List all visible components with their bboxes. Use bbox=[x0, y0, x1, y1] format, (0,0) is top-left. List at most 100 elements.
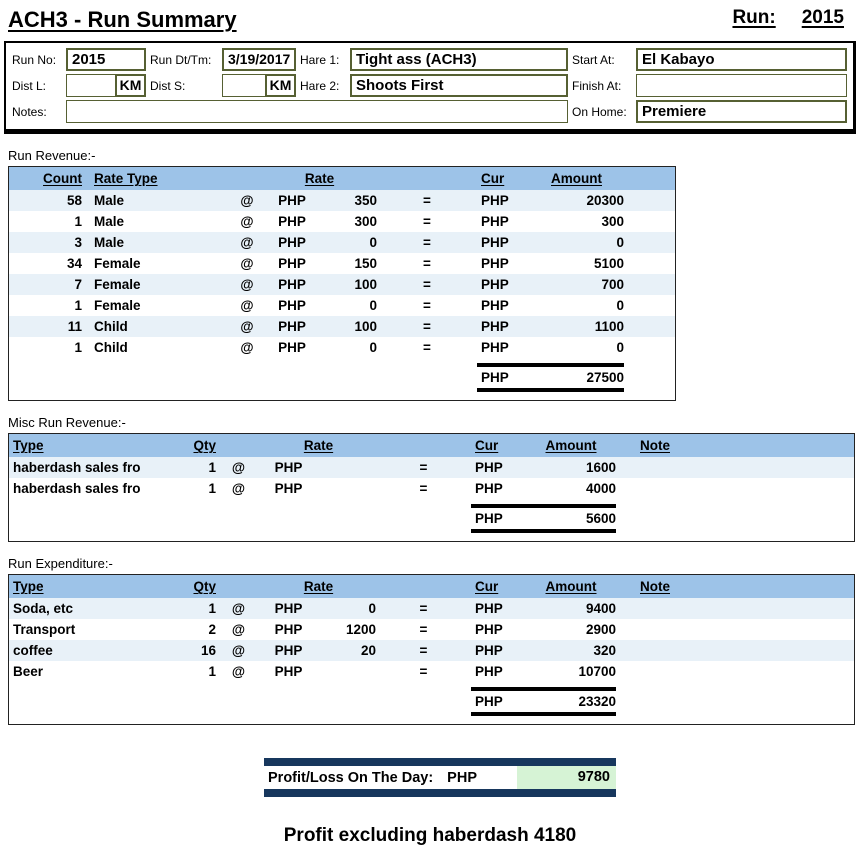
at-cell[interactable]: @ bbox=[240, 319, 254, 334]
type-cell[interactable]: Transport bbox=[13, 622, 76, 637]
type-cell[interactable]: Child bbox=[94, 340, 128, 355]
type-cell[interactable]: Male bbox=[94, 193, 125, 208]
rate-cell[interactable]: 0 bbox=[369, 235, 377, 250]
at-cell[interactable]: @ bbox=[240, 340, 254, 355]
notes-field[interactable] bbox=[66, 100, 568, 123]
qty-cell[interactable]: 1 bbox=[208, 601, 216, 616]
at-cell[interactable]: @ bbox=[231, 622, 246, 637]
count-cell[interactable]: 11 bbox=[67, 319, 82, 334]
eq-cell[interactable]: = bbox=[419, 664, 428, 679]
rate-cell[interactable]: 0 bbox=[368, 601, 376, 616]
eq-cell[interactable]: = bbox=[419, 643, 428, 658]
type-cell[interactable]: haberdash sales fro bbox=[13, 481, 141, 496]
eq-cell[interactable]: = bbox=[423, 319, 431, 334]
rate-cell[interactable]: 20 bbox=[360, 643, 376, 658]
at-cell[interactable]: @ bbox=[240, 298, 254, 313]
eq-cell[interactable]: = bbox=[423, 235, 431, 250]
type-cell[interactable]: Female bbox=[94, 256, 141, 271]
count-cell[interactable]: 34 bbox=[66, 256, 82, 271]
total-amount[interactable]: 5600 bbox=[585, 511, 616, 526]
count-cell[interactable]: 1 bbox=[74, 298, 82, 313]
cur1-cell[interactable]: PHP bbox=[274, 643, 303, 658]
at-cell[interactable]: @ bbox=[231, 601, 246, 616]
finish-at-field[interactable] bbox=[636, 74, 847, 97]
cur1-cell[interactable]: PHP bbox=[274, 664, 303, 679]
cur1-cell[interactable]: PHP bbox=[278, 340, 306, 355]
cur2-cell[interactable]: PHP bbox=[481, 214, 509, 229]
cur2-cell[interactable]: PHP bbox=[475, 481, 503, 496]
eq-cell[interactable]: = bbox=[423, 298, 431, 313]
run-number[interactable]: 2015 bbox=[801, 7, 844, 28]
type-cell[interactable]: Beer bbox=[13, 664, 44, 679]
eq-cell[interactable]: = bbox=[419, 601, 428, 616]
at-cell[interactable]: @ bbox=[240, 214, 254, 229]
profit-amount-cell[interactable]: 9780 bbox=[517, 766, 616, 789]
eq-cell[interactable]: = bbox=[423, 256, 431, 271]
cur2-cell[interactable]: PHP bbox=[481, 256, 509, 271]
cur1-cell[interactable]: PHP bbox=[278, 256, 306, 271]
cur2-cell[interactable]: PHP bbox=[481, 277, 509, 292]
amount-cell[interactable]: 1100 bbox=[594, 319, 624, 334]
cur1-cell[interactable]: PHP bbox=[278, 298, 306, 313]
at-cell[interactable]: @ bbox=[240, 235, 254, 250]
count-cell[interactable]: 3 bbox=[74, 235, 82, 250]
cur2-cell[interactable]: PHP bbox=[481, 298, 509, 313]
run-no-field[interactable]: 2015 bbox=[66, 48, 146, 71]
type-cell[interactable]: Child bbox=[94, 319, 128, 334]
cur1-cell[interactable]: PHP bbox=[274, 481, 303, 496]
eq-cell[interactable]: = bbox=[419, 460, 428, 475]
qty-cell[interactable]: 16 bbox=[200, 643, 216, 658]
type-cell[interactable]: Female bbox=[94, 277, 141, 292]
cur2-cell[interactable]: PHP bbox=[475, 601, 503, 616]
at-cell[interactable]: @ bbox=[240, 277, 254, 292]
count-cell[interactable]: 1 bbox=[74, 214, 82, 229]
cur1-cell[interactable]: PHP bbox=[278, 319, 306, 334]
dist-s-field[interactable] bbox=[222, 74, 266, 97]
cur2-cell[interactable]: PHP bbox=[475, 622, 503, 637]
cur1-cell[interactable]: PHP bbox=[278, 193, 306, 208]
run-date-field[interactable]: 3/19/2017 bbox=[222, 48, 296, 71]
cur2-cell[interactable]: PHP bbox=[481, 235, 509, 250]
eq-cell[interactable]: = bbox=[423, 277, 431, 292]
at-cell[interactable]: @ bbox=[231, 664, 246, 679]
amount-cell[interactable]: 20300 bbox=[586, 193, 624, 208]
at-cell[interactable]: @ bbox=[240, 193, 254, 208]
hare1-field[interactable]: Tight ass (ACH3) bbox=[350, 48, 568, 71]
type-cell[interactable]: Male bbox=[94, 235, 125, 250]
qty-cell[interactable]: 2 bbox=[208, 622, 216, 637]
eq-cell[interactable]: = bbox=[423, 214, 431, 229]
count-cell[interactable]: 58 bbox=[66, 193, 82, 208]
cur2-cell[interactable]: PHP bbox=[475, 460, 503, 475]
cur1-cell[interactable]: PHP bbox=[278, 277, 306, 292]
eq-cell[interactable]: = bbox=[423, 193, 431, 208]
cur2-cell[interactable]: PHP bbox=[481, 319, 509, 334]
on-home-field[interactable]: Premiere bbox=[636, 100, 847, 123]
eq-cell[interactable]: = bbox=[419, 481, 428, 496]
at-cell[interactable]: @ bbox=[231, 481, 246, 496]
qty-cell[interactable]: 1 bbox=[208, 664, 216, 679]
rate-cell[interactable]: 0 bbox=[369, 298, 377, 313]
amount-cell[interactable]: 700 bbox=[601, 277, 624, 292]
at-cell[interactable]: @ bbox=[231, 643, 246, 658]
amount-cell[interactable]: 0 bbox=[616, 340, 624, 355]
type-cell[interactable]: coffee bbox=[13, 643, 53, 658]
amount-cell[interactable]: 1600 bbox=[585, 460, 616, 475]
amount-cell[interactable]: 0 bbox=[616, 298, 624, 313]
cur2-cell[interactable]: PHP bbox=[481, 340, 509, 355]
cur1-cell[interactable]: PHP bbox=[274, 622, 303, 637]
cur2-cell[interactable]: PHP bbox=[475, 643, 503, 658]
rate-cell[interactable]: 100 bbox=[354, 277, 377, 292]
amount-cell[interactable]: 2900 bbox=[585, 622, 616, 637]
type-cell[interactable]: Male bbox=[94, 214, 125, 229]
rate-cell[interactable]: 150 bbox=[354, 256, 377, 271]
total-amount[interactable]: 27500 bbox=[586, 370, 624, 385]
rate-cell[interactable]: 1200 bbox=[345, 622, 376, 637]
amount-cell[interactable]: 10700 bbox=[578, 664, 616, 679]
type-cell[interactable]: Soda, etc bbox=[13, 601, 74, 616]
cur1-cell[interactable]: PHP bbox=[274, 601, 303, 616]
cur2-cell[interactable]: PHP bbox=[481, 193, 509, 208]
cur2-cell[interactable]: PHP bbox=[475, 664, 503, 679]
at-cell[interactable]: @ bbox=[231, 460, 246, 475]
eq-cell[interactable]: = bbox=[419, 622, 428, 637]
dist-l-field[interactable] bbox=[66, 74, 116, 97]
